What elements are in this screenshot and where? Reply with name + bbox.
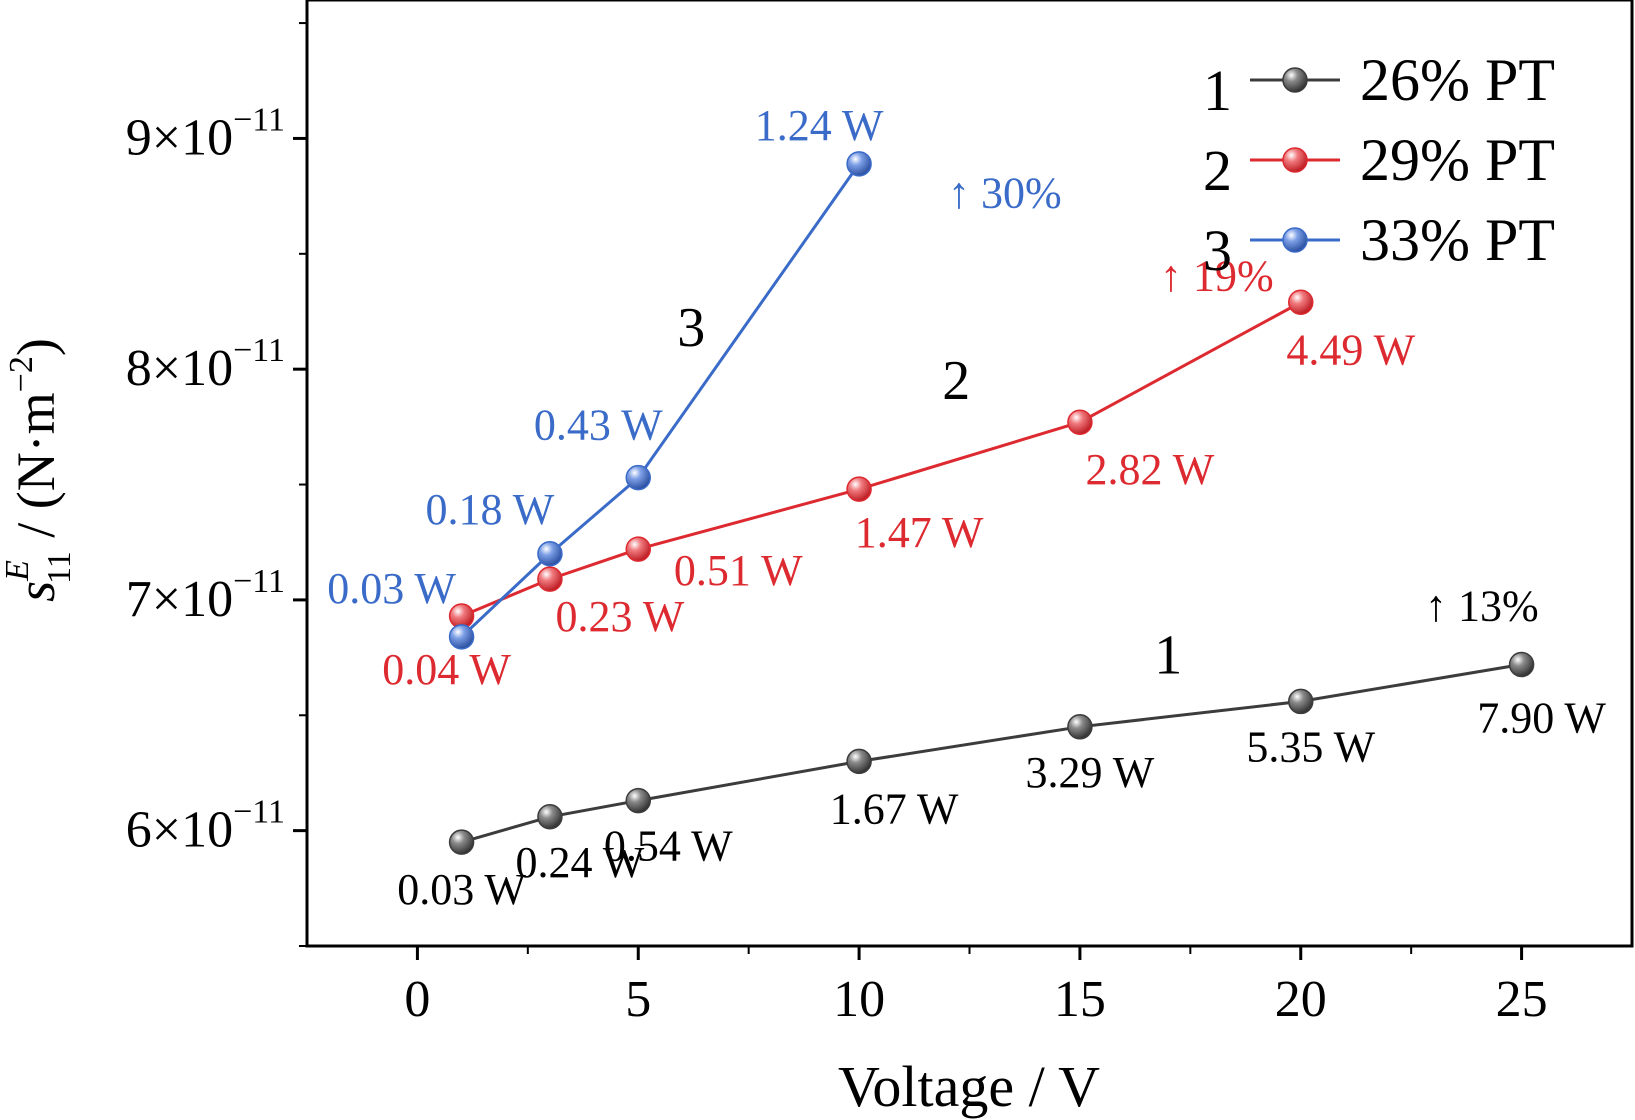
data-point [537, 804, 563, 830]
series-line-2 [461, 300, 1302, 618]
y-axis-label-unit-close: ) [6, 338, 66, 356]
y-axis-ticks: 6×10−11 7×10−11 8×10−11 9×10−11 [126, 22, 307, 947]
legend-marker-1 [1282, 67, 1308, 93]
x-tick-label: 15 [1054, 971, 1106, 1028]
x-tick-label: 0 [404, 971, 430, 1028]
power-label: 7.90 W [1477, 694, 1606, 743]
curve-label-3: 3 [677, 297, 705, 359]
data-point [1508, 651, 1535, 678]
increase-label-1: ↑ 13% [1425, 582, 1539, 631]
y-tick-label: 7×10−11 [126, 563, 285, 628]
y-tick-label: 8×10−11 [126, 332, 285, 397]
increase-label-3: ↑ 30% [948, 169, 1062, 218]
power-label: 2.82 W [1086, 445, 1215, 494]
x-tick-label: 20 [1275, 971, 1327, 1028]
data-point [1067, 409, 1093, 435]
x-tick-label: 25 [1496, 971, 1548, 1028]
power-label: 0.03 W [327, 564, 456, 613]
legend-marker-2 [1282, 147, 1308, 173]
power-label: 0.24 W [516, 838, 645, 887]
x-tick-label: 5 [625, 971, 651, 1028]
x-tick-label: 10 [833, 971, 885, 1028]
y-axis-label-unit: / (N·m [6, 392, 66, 551]
y-axis-label-symbol: s [6, 581, 66, 602]
series-line-3 [460, 162, 861, 638]
curve-label-1: 1 [1154, 625, 1182, 687]
data-point [625, 536, 651, 562]
increase-label-2: ↑ 19% [1160, 252, 1274, 301]
data-point [846, 748, 872, 775]
data-point [448, 624, 475, 650]
power-label: 5.35 W [1246, 722, 1375, 771]
legend-number-2: 2 [1203, 138, 1232, 203]
data-point [1067, 714, 1093, 740]
data-point [846, 151, 872, 177]
power-label: 0.23 W [556, 592, 685, 641]
data-point [537, 541, 563, 567]
power-label: 1.24 W [755, 101, 884, 150]
power-label: 0.03 W [397, 865, 526, 914]
legend-label-2: 29% PT [1360, 127, 1555, 193]
x-axis-label: Voltage / V [838, 1054, 1100, 1119]
y-tick-label: 6×10−11 [126, 794, 285, 859]
data-point [1288, 688, 1314, 715]
y-axis-label-unit-exponent: −2 [3, 356, 40, 392]
y-axis-label-superscript: E [0, 560, 36, 582]
legend-marker-3 [1282, 227, 1308, 253]
y-axis-label-subscript: 11 [41, 551, 78, 584]
x-axis-ticks: 0 5 10 15 20 25 [404, 946, 1548, 1028]
data-point [625, 464, 651, 491]
data-point [448, 829, 475, 855]
data-point [625, 787, 651, 814]
power-label: 0.18 W [426, 485, 555, 534]
legend-number-1: 1 [1203, 58, 1232, 123]
series-layer [448, 151, 1535, 855]
power-label: 0.04 W [382, 645, 511, 694]
power-label: 1.67 W [830, 784, 959, 833]
power-label: 3.29 W [1026, 748, 1155, 797]
y-axis-label: sE 11 / (N·m−2) [0, 338, 78, 602]
power-label: 1.47 W [855, 508, 984, 557]
legend-label-1: 26% PT [1360, 47, 1555, 113]
data-point [846, 476, 872, 502]
curve-label-2: 2 [942, 350, 970, 412]
legend-number-3: 3 [1203, 218, 1232, 283]
legend: 1 26% PT 2 29% PT 3 33% PT [1203, 47, 1555, 283]
power-label: 0.51 W [674, 546, 803, 595]
data-point [1288, 289, 1314, 316]
data-point [537, 566, 563, 592]
power-label: 0.43 W [534, 401, 663, 450]
annotation-layer: 0.03 W0.24 W0.54 W1.67 W3.29 W5.35 W7.90… [327, 101, 1606, 914]
y-tick-label: 9×10−11 [126, 101, 285, 166]
power-label: 4.49 W [1286, 325, 1415, 374]
legend-label-3: 33% PT [1360, 207, 1555, 273]
power-label: 0.54 W [604, 822, 733, 871]
